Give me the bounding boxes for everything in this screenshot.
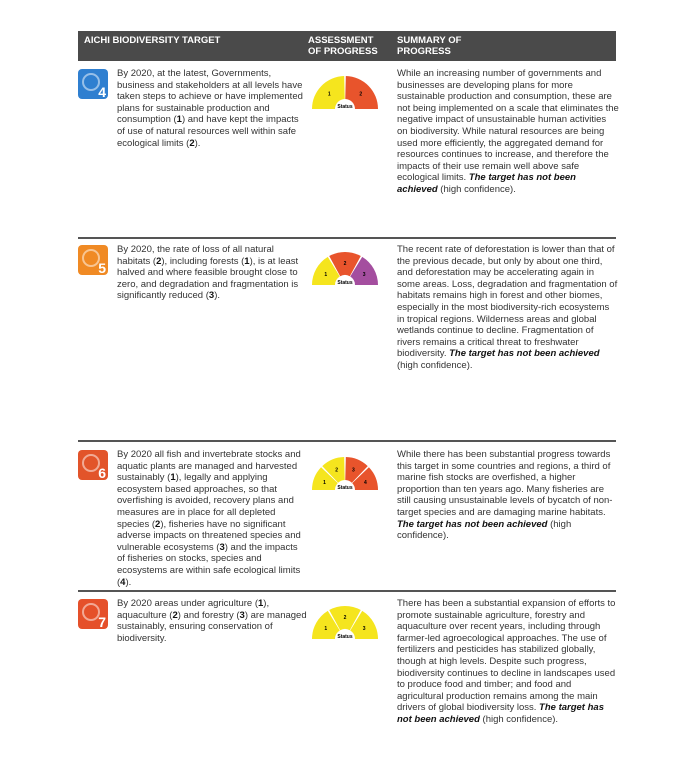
ref-number: 1 bbox=[170, 472, 176, 484]
target-description: By 2020, at the latest, Governments, bus… bbox=[117, 68, 307, 149]
header-summary: SUMMARY OF PROGRESS bbox=[397, 35, 462, 57]
segment-label: 2 bbox=[344, 261, 347, 267]
target-text-part: ). bbox=[125, 576, 132, 588]
ref-number: 1 bbox=[176, 114, 182, 126]
ref-number: 1 bbox=[244, 255, 250, 267]
verdict: The target has not been achieved bbox=[397, 518, 548, 530]
gauge-status-label: Status bbox=[337, 634, 353, 640]
target-text-part: By 2020, at the latest, Governments, bus… bbox=[117, 68, 303, 126]
segment-label: 1 bbox=[323, 480, 326, 486]
gauge-segment bbox=[312, 610, 340, 639]
progress-summary: While an increasing number of government… bbox=[397, 68, 619, 196]
gauge-segment bbox=[312, 467, 338, 490]
segment-label: 2 bbox=[359, 92, 362, 98]
target-description: By 2020, the rate of loss of all natural… bbox=[117, 244, 307, 302]
habitat-loss-icon: 5 bbox=[78, 245, 108, 276]
segment-label: 2 bbox=[344, 615, 347, 621]
segment-label: 3 bbox=[352, 468, 355, 474]
ref-number: 3 bbox=[219, 541, 225, 553]
target-description: By 2020 all fish and invertebrate stocks… bbox=[117, 449, 307, 588]
progress-gauge: 1 2 3 Status bbox=[312, 606, 378, 640]
agriculture-check-icon: 7 bbox=[78, 599, 108, 630]
target-text-part: ). bbox=[194, 137, 201, 149]
gauge-segment bbox=[329, 252, 361, 277]
gauge-segment bbox=[329, 606, 361, 631]
gauge-segment bbox=[345, 457, 368, 483]
tree-cycle-icon: 4 bbox=[78, 69, 108, 100]
gauge-status-label: Status bbox=[337, 104, 353, 110]
row-divider bbox=[78, 590, 616, 592]
summary-text: While there has been substantial progres… bbox=[397, 449, 613, 518]
segment-label: 1 bbox=[328, 92, 331, 98]
target-text-part: ). bbox=[214, 290, 220, 302]
target-description: By 2020 areas under agriculture (1), aqu… bbox=[117, 598, 307, 644]
gauge-segment bbox=[350, 256, 378, 285]
target-text-part: ) and have kept the impacts of use of na… bbox=[117, 114, 299, 149]
target-number: 7 bbox=[98, 614, 106, 629]
gauge-segment bbox=[322, 457, 345, 483]
target-text-part: ), is at least halved and where feasible… bbox=[117, 255, 299, 302]
verdict: The target has not been achieved bbox=[397, 172, 576, 195]
target-text-part: ) and forestry ( bbox=[177, 609, 240, 621]
summary-text: While an increasing number of government… bbox=[397, 68, 619, 184]
header-assessment: ASSESSMENT OF PROGRESS bbox=[308, 35, 378, 57]
progress-summary: The recent rate of deforestation is lowe… bbox=[397, 244, 619, 372]
ref-number: 2 bbox=[155, 518, 161, 530]
progress-gauge: 1 2 3 Status bbox=[312, 252, 378, 286]
target-number: 6 bbox=[98, 465, 106, 480]
segment-label: 2 bbox=[335, 468, 338, 474]
target-text-part: By 2020, the rate of loss of all natural… bbox=[117, 244, 274, 267]
gauge-status-label: Status bbox=[337, 485, 353, 491]
ref-number: 3 bbox=[208, 290, 215, 302]
target-number: 4 bbox=[98, 84, 106, 99]
gauge-segment bbox=[312, 76, 345, 109]
target-text-part: ) and the impacts of fisheries on stocks… bbox=[117, 541, 301, 588]
ref-number: 2 bbox=[172, 609, 178, 621]
ref-number: 2 bbox=[156, 255, 162, 267]
row-divider bbox=[78, 440, 616, 442]
target-number: 5 bbox=[98, 260, 106, 275]
segment-label: 1 bbox=[324, 626, 327, 632]
confidence: (high confidence). bbox=[397, 518, 572, 542]
verdict: The target has not been achieved bbox=[397, 702, 604, 725]
target-text-part: ), legally and applying ecosystem based … bbox=[117, 472, 294, 530]
confidence: (high confidence). bbox=[437, 183, 516, 195]
target-text-part: By 2020 areas under agriculture ( bbox=[117, 598, 258, 609]
progress-gauge: 1 2 Status bbox=[312, 76, 378, 110]
progress-gauge: 1 2 3 4 Status bbox=[312, 457, 378, 491]
segment-label: 1 bbox=[324, 272, 327, 278]
ref-number: 3 bbox=[239, 609, 245, 621]
target-text-part: ), including forests ( bbox=[161, 255, 245, 267]
gauge-segment bbox=[312, 256, 340, 285]
ref-number: 2 bbox=[189, 137, 195, 149]
gauge-segment bbox=[350, 610, 378, 639]
confidence: (high confidence). bbox=[397, 359, 473, 371]
target-text-part: ) are managed sustainably, ensuring cons… bbox=[117, 609, 307, 644]
verdict: The target has not been achieved bbox=[449, 348, 600, 360]
gauge-segment bbox=[345, 76, 378, 109]
header-target: AICHI BIODIVERSITY TARGET bbox=[84, 35, 221, 46]
summary-text: The recent rate of deforestation is lowe… bbox=[397, 244, 618, 360]
segment-label: 4 bbox=[364, 480, 367, 486]
row-divider bbox=[78, 237, 616, 239]
ref-number: 4 bbox=[120, 576, 126, 588]
segment-label: 3 bbox=[363, 272, 366, 278]
target-text-part: By 2020 all fish and invertebrate stocks… bbox=[117, 449, 301, 484]
target-text-part: ), aquaculture ( bbox=[117, 598, 270, 621]
target-text-part: ), fisheries have no significant adverse… bbox=[117, 518, 301, 553]
summary-text: There has been a substantial expansion o… bbox=[397, 598, 616, 714]
confidence: (high confidence). bbox=[479, 713, 559, 725]
progress-summary: There has been a substantial expansion o… bbox=[397, 598, 619, 726]
ref-number: 1 bbox=[258, 598, 264, 609]
fish-icon: 6 bbox=[78, 450, 108, 481]
table-header: AICHI BIODIVERSITY TARGET ASSESSMENT OF … bbox=[78, 31, 616, 61]
gauge-segment bbox=[352, 467, 378, 490]
segment-label: 3 bbox=[363, 626, 366, 632]
gauge-status-label: Status bbox=[337, 280, 353, 286]
progress-summary: While there has been substantial progres… bbox=[397, 449, 619, 542]
